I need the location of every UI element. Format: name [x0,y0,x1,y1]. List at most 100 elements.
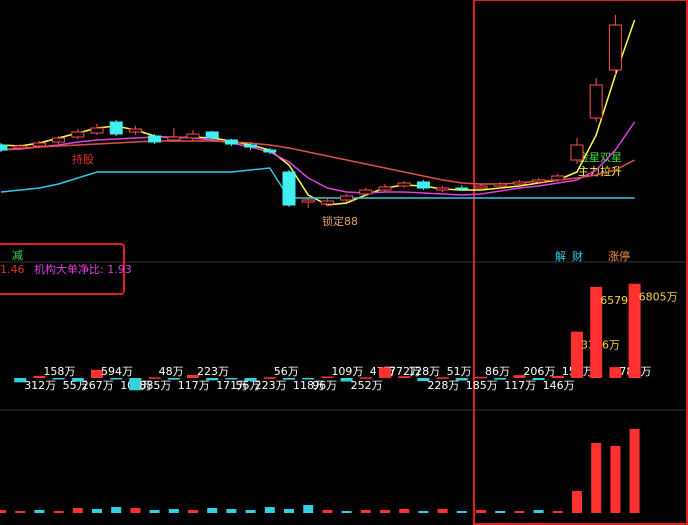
tag: 财 [572,249,583,263]
value-label: 158万 [43,365,75,378]
bar [436,377,449,379]
candle-body [90,127,104,134]
bar [34,510,45,513]
bar [110,378,123,380]
bar [494,378,507,380]
bar [148,377,161,379]
candle-body [474,185,488,189]
value-label: 223万 [197,365,229,378]
bar [514,511,525,513]
candle-body [13,145,27,149]
info-prefix: 1.46 [0,263,25,276]
candle-body [416,181,430,189]
value-label: 594万 [101,365,133,378]
bar [167,378,180,380]
bar [341,511,352,513]
bar [399,509,410,513]
candle-body [320,200,334,205]
value-label: 146万 [543,379,575,392]
bar [437,509,448,513]
candle-body [148,135,162,143]
bar [628,283,641,378]
candle-body [282,171,296,206]
candle-body [397,182,411,187]
bar [52,378,65,380]
candle-body [359,189,373,195]
bar [609,367,622,378]
ma-line [0,19,636,206]
bar [418,511,429,513]
bar [129,378,142,391]
candle-body [205,131,219,139]
value-label: 48万 [159,365,184,378]
candle-body [52,137,66,143]
value-label: 117万 [178,379,210,392]
value-label: 117万 [504,379,536,392]
bar [264,507,275,513]
value-label: 267万 [82,379,114,392]
bar [417,378,430,382]
bar [187,374,199,378]
candle-body [186,133,200,139]
bar [207,508,218,513]
bar [244,378,257,382]
annotation: 持股 [72,152,94,166]
bar [340,378,353,382]
bar [629,429,640,513]
bar [590,286,603,378]
bar [495,511,506,513]
bar [91,369,103,378]
bar [322,510,333,513]
value-label: 252万 [351,379,383,392]
bar [33,375,46,378]
value-label: 6805万 [639,291,678,304]
info-box [0,243,125,295]
tag: 减 [12,249,23,262]
value-label: 223万 [255,379,287,392]
value-label: 96万 [312,379,337,392]
bar [302,378,315,380]
candle-body [340,195,354,201]
tag: 涨停 [608,249,630,263]
bar [455,378,468,381]
candle-body [301,199,315,203]
candle-body [224,139,238,145]
tag: 解 [555,249,566,263]
bar [321,376,334,378]
candle-body [551,175,565,181]
bar [303,505,314,513]
bar [168,509,179,513]
bar [379,367,391,378]
bar [130,508,141,513]
bar [591,443,602,513]
candle-body [455,187,469,190]
ma-line [0,140,635,185]
candle-body [128,128,142,133]
bar [72,508,83,513]
bar [398,376,411,378]
bar [206,378,219,381]
bar [0,510,6,513]
candle-body [71,131,85,138]
bar [53,511,64,513]
value-label: 206万 [523,365,555,378]
candle-body [263,149,277,153]
bar [284,509,294,513]
bar [456,511,467,513]
bar [513,375,526,378]
bar [551,375,564,378]
bar [360,510,371,513]
bar [552,511,563,513]
candle-body [493,183,507,187]
bar [15,511,26,513]
value-label: 885万 [139,379,171,392]
bar [476,510,486,513]
value-label: 56万 [235,379,260,392]
bar [225,378,238,380]
annotation: 金星双星 [578,150,622,164]
candle-body [378,186,392,191]
bar [263,377,276,379]
value-label: 56万 [274,365,299,378]
candle-body [589,84,603,119]
bar [14,378,27,383]
